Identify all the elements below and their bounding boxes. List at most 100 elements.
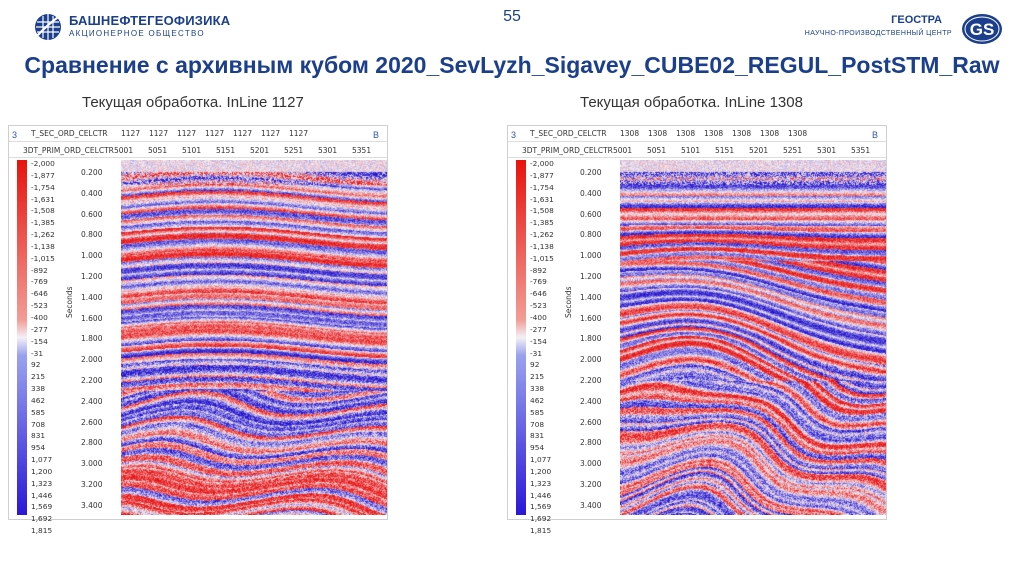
y-axis-label: Seconds [65, 286, 74, 318]
time-tick-label: 0.400 [580, 188, 602, 198]
colorbar-tick-label: -1,508 [530, 206, 554, 216]
colorbar-tick-label: -1,631 [31, 194, 55, 204]
time-tick-label: 2.200 [81, 376, 103, 385]
time-tick-label: 1.200 [81, 272, 103, 281]
inline-value: 1308 [760, 129, 780, 138]
time-tick-label: 2.600 [580, 417, 602, 427]
colorbar-tick-label: -277 [31, 324, 48, 334]
time-tick-label: 0.600 [81, 209, 103, 219]
inline-value: 1308 [788, 129, 808, 138]
time-tick-label: 2.800 [81, 438, 103, 448]
colorbar-tick-label: -1,631 [530, 194, 554, 204]
colorbar-tick-label: 1,323 [31, 478, 53, 488]
colorbar-tick-label: 215 [530, 372, 545, 382]
time-tick-label: 1.600 [81, 313, 103, 323]
time-tick-label: 0.400 [81, 188, 103, 198]
time-tick-label: 2.600 [81, 417, 103, 427]
colorbar-labels: -2,000 -1,877 -1,754 -1,631 -1,508 -1,385 -1,2… [31, 158, 55, 537]
time-tick-label: 1.800 [580, 334, 602, 344]
colorbar-tick-label: -646 [530, 289, 547, 299]
time-tick-label: 2.000 [81, 355, 103, 365]
colorbar-tick-label: -154 [31, 336, 48, 346]
right-logo-name: ГЕОСТРА [891, 14, 942, 26]
colorbar-tick-label: -1,262 [31, 230, 55, 240]
inline-value: 1308 [732, 129, 752, 138]
colorbar-tick-label: 954 [530, 443, 545, 453]
time-tick-label: 1.600 [580, 313, 602, 323]
left-logo-name: БАШНЕФТЕГЕОФИЗИКА [69, 13, 231, 28]
colorbar-tick-label: -523 [31, 301, 48, 311]
colorbar-tick-label: 1,815 [530, 526, 552, 536]
time-tick-label: 0.800 [580, 230, 602, 240]
time-tick-label: 0.200 [580, 168, 602, 177]
time-tick-label: 3.000 [81, 459, 103, 469]
crossline-value: 5251 [284, 146, 304, 155]
time-tick-label: 3.200 [580, 480, 602, 489]
colorbar-tick-label: -1,015 [31, 253, 55, 263]
time-tick-label: 2.800 [580, 438, 602, 448]
colorbar-tick-label: -400 [530, 312, 547, 322]
bashneftegeofizika-logo: БАШНЕФТЕГЕОФИЗИКА АКЦИОНЕРНОЕ ОБЩЕСТВО [33, 12, 230, 54]
colorbar-tick-label: -1,385 [31, 218, 55, 228]
inline-value: 1127 [261, 129, 281, 138]
crossline-value: 5301 [318, 146, 338, 155]
time-tick-label: 0.800 [81, 230, 103, 240]
colorbar-tick-label: -769 [31, 277, 48, 287]
crossline-value: 5001 [613, 146, 633, 155]
corner-label-right: B [372, 130, 379, 140]
colorbar-tick-label: 954 [31, 443, 46, 453]
colorbar-tick-label: -1,877 [31, 170, 55, 180]
colorbar-tick-label: -769 [530, 277, 547, 287]
time-tick-label: 3.400 [580, 500, 602, 510]
time-tick-label: 1.000 [580, 251, 602, 261]
inline-value: 1308 [704, 129, 724, 138]
inline-value: 1127 [289, 129, 309, 138]
header-row-inline-label: T_SEC_ORD_CELCTR [530, 129, 607, 138]
inline-value: 1127 [121, 129, 141, 138]
colorbar-tick-label: 338 [31, 384, 46, 394]
seismic-panel-left: 3 B T_SEC_ORD_CELCTR 1127 1127 1127 1127 1127 11… [8, 125, 388, 535]
time-tick-label: 3.000 [580, 459, 602, 469]
colorbar-tick-label: 1,077 [530, 455, 552, 465]
colorbar-tick-label: 1,446 [530, 490, 552, 500]
colorbar-tick-label: 1,692 [530, 514, 552, 524]
colorbar-tick-label: -1,754 [530, 182, 554, 192]
inline-value: 1127 [149, 129, 169, 138]
colorbar-tick-label: -31 [530, 348, 543, 358]
colorbar-tick-label: -1,262 [530, 230, 554, 240]
crossline-value: 5201 [749, 146, 769, 155]
crossline-value: 5051 [148, 146, 168, 155]
colorbar-tick-label: 1,077 [31, 455, 53, 465]
left-logo-subtitle: АКЦИОНЕРНОЕ ОБЩЕСТВО [69, 29, 205, 38]
inline-value: 1308 [648, 129, 668, 138]
seismic-section-image [620, 160, 886, 515]
amplitude-colorbar [516, 160, 526, 515]
globe-grid-icon [34, 14, 62, 40]
inline-value: 1127 [205, 129, 225, 138]
crossline-value: 5301 [817, 146, 837, 155]
colorbar-tick-label: -1,138 [530, 241, 554, 251]
colorbar-tick-label: 708 [31, 419, 46, 429]
colorbar-tick-label: 1,569 [530, 502, 552, 512]
colorbar-tick-label: -2,000 [31, 159, 55, 168]
slide-title: Сравнение с архивным кубом 2020_SevLyzh_… [24, 52, 1000, 78]
y-axis-label: Seconds [564, 286, 573, 318]
colorbar-tick-label: 1,569 [31, 502, 53, 512]
time-tick-label: 0.600 [580, 209, 602, 219]
time-tick-label: 2.200 [580, 376, 602, 385]
colorbar-tick-label: 1,446 [31, 490, 53, 500]
crossline-value: 5101 [681, 146, 701, 155]
colorbar-tick-label: -892 [31, 265, 48, 275]
colorbar-tick-label: 215 [31, 372, 46, 382]
colorbar-tick-label: -277 [530, 324, 547, 334]
colorbar-tick-label: 338 [530, 384, 545, 394]
time-tick-label: 0.200 [81, 168, 103, 177]
gs-emblem-icon: GS [962, 14, 1002, 44]
time-tick-label: 3.200 [81, 480, 103, 489]
colorbar-tick-label: -1,754 [31, 182, 55, 192]
panel-left-subtitle: Текущая обработка. InLine 1127 [82, 94, 304, 111]
colorbar-tick-label: -2,000 [530, 159, 554, 168]
page-number: 55 [503, 8, 521, 25]
colorbar-tick-label: -892 [530, 265, 547, 275]
